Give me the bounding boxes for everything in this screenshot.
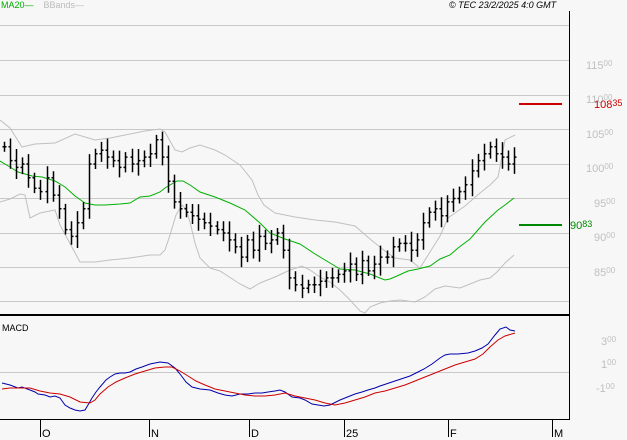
macd-signal-line (1, 332, 516, 406)
svg-text:10500: 10500 (586, 128, 614, 141)
svg-text:D: D (251, 428, 259, 440)
svg-text:300: 300 (601, 335, 617, 348)
svg-text:F: F (450, 428, 457, 440)
svg-text:N: N (151, 428, 159, 440)
svg-text:-100: -100 (596, 382, 615, 395)
x-axis-ticks (40, 420, 553, 437)
macd-line (1, 326, 516, 412)
price-bars (2, 131, 517, 299)
svg-text:100: 100 (601, 358, 617, 371)
support-label: 9083 (570, 219, 592, 232)
macd-title: MACD (2, 323, 29, 333)
macd-y-axis-labels: 300 100 -100 (596, 335, 617, 395)
legend-ma20: MA20— (1, 0, 34, 10)
svg-text:25: 25 (346, 428, 358, 440)
svg-text:9500: 9500 (594, 197, 616, 210)
svg-text:8500: 8500 (594, 266, 616, 279)
bband-lower-line (0, 193, 515, 314)
svg-text:9000: 9000 (594, 231, 616, 244)
resistance-label: 10835 (594, 98, 622, 111)
copyright-timestamp: © TEC 23/2/2025 4:0 GMT (449, 0, 557, 10)
svg-text:M: M (554, 428, 563, 440)
svg-text:11500: 11500 (586, 59, 613, 72)
x-axis-labels: O N D 25 F M (42, 428, 563, 440)
legend-bbands: BBands— (43, 0, 85, 10)
ma20-line (0, 160, 515, 281)
price-gridlines (0, 25, 569, 302)
chart-legend: MA20— BBands— (1, 0, 84, 11)
price-y-axis-labels: 11500 11000 10500 10000 9500 9000 8500 (586, 59, 616, 279)
bband-upper-line (0, 119, 516, 269)
svg-text:10000: 10000 (586, 162, 614, 175)
svg-text:O: O (42, 428, 51, 440)
